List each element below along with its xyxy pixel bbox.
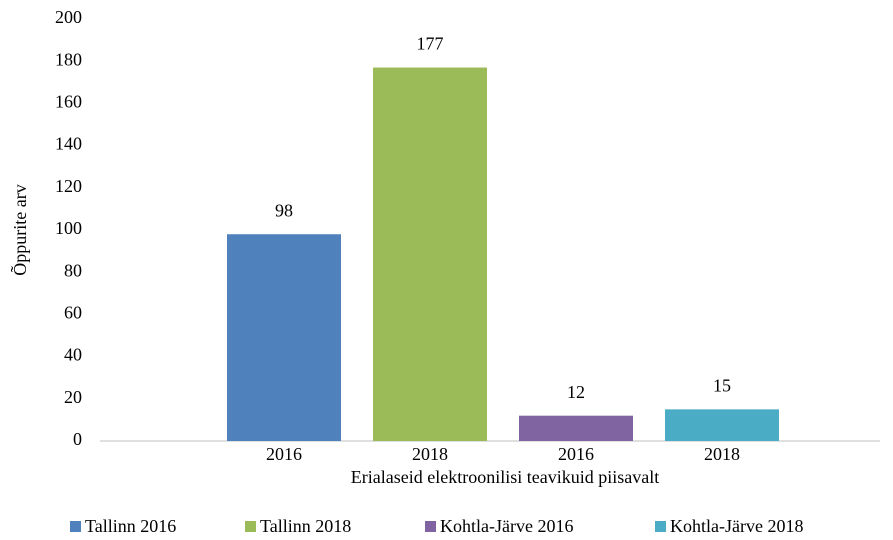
bar	[227, 234, 341, 441]
x-tick-label: 2016	[266, 444, 302, 464]
bar	[665, 409, 779, 441]
y-axis-label: Õppurite arv	[9, 184, 30, 275]
legend-label: Tallinn 2018	[260, 516, 351, 536]
y-tick-label: 100	[55, 218, 82, 238]
legend-label: Tallinn 2016	[85, 516, 176, 536]
data-label: 98	[275, 200, 293, 220]
y-tick-label: 40	[64, 345, 82, 365]
legend-swatch	[245, 521, 256, 532]
y-tick-label: 200	[55, 7, 82, 27]
legend-label: Kohtla-Järve 2018	[670, 516, 803, 536]
y-tick-label: 60	[64, 303, 82, 323]
y-tick-label: 20	[64, 387, 82, 407]
x-tick-label: 2018	[704, 444, 740, 464]
x-tick-label: 2016	[558, 444, 594, 464]
legend-label: Kohtla-Järve 2016	[440, 516, 573, 536]
x-tick-label: 2018	[412, 444, 448, 464]
data-label: 12	[567, 382, 585, 402]
bar	[519, 415, 633, 441]
legend-swatch	[70, 521, 81, 532]
data-label: 15	[713, 375, 731, 395]
bar	[373, 67, 487, 441]
y-tick-label: 0	[73, 429, 82, 449]
y-tick-label: 160	[55, 92, 82, 112]
y-tick-label: 180	[55, 49, 82, 69]
legend-swatch	[655, 521, 666, 532]
y-tick-label: 120	[55, 176, 82, 196]
y-tick-label: 140	[55, 134, 82, 154]
data-label: 177	[417, 34, 444, 54]
x-axis-label: Erialaseid elektroonilisi teavikuid piis…	[351, 467, 659, 487]
legend-swatch	[425, 521, 436, 532]
y-tick-label: 80	[64, 260, 82, 280]
